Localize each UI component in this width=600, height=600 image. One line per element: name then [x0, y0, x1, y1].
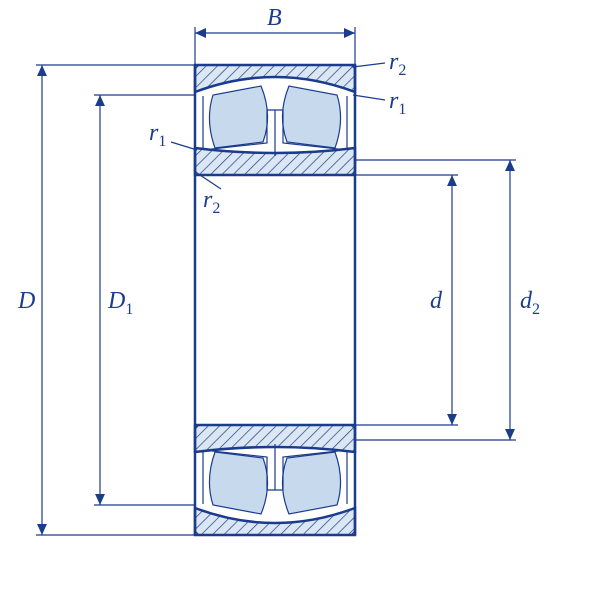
dim-label-D: D — [17, 288, 35, 314]
dim-label-B: B — [267, 5, 282, 31]
bearing-diagram: BDD1dd2r2r1r1r2 — [0, 0, 600, 600]
dim-label-d: d — [430, 288, 443, 314]
